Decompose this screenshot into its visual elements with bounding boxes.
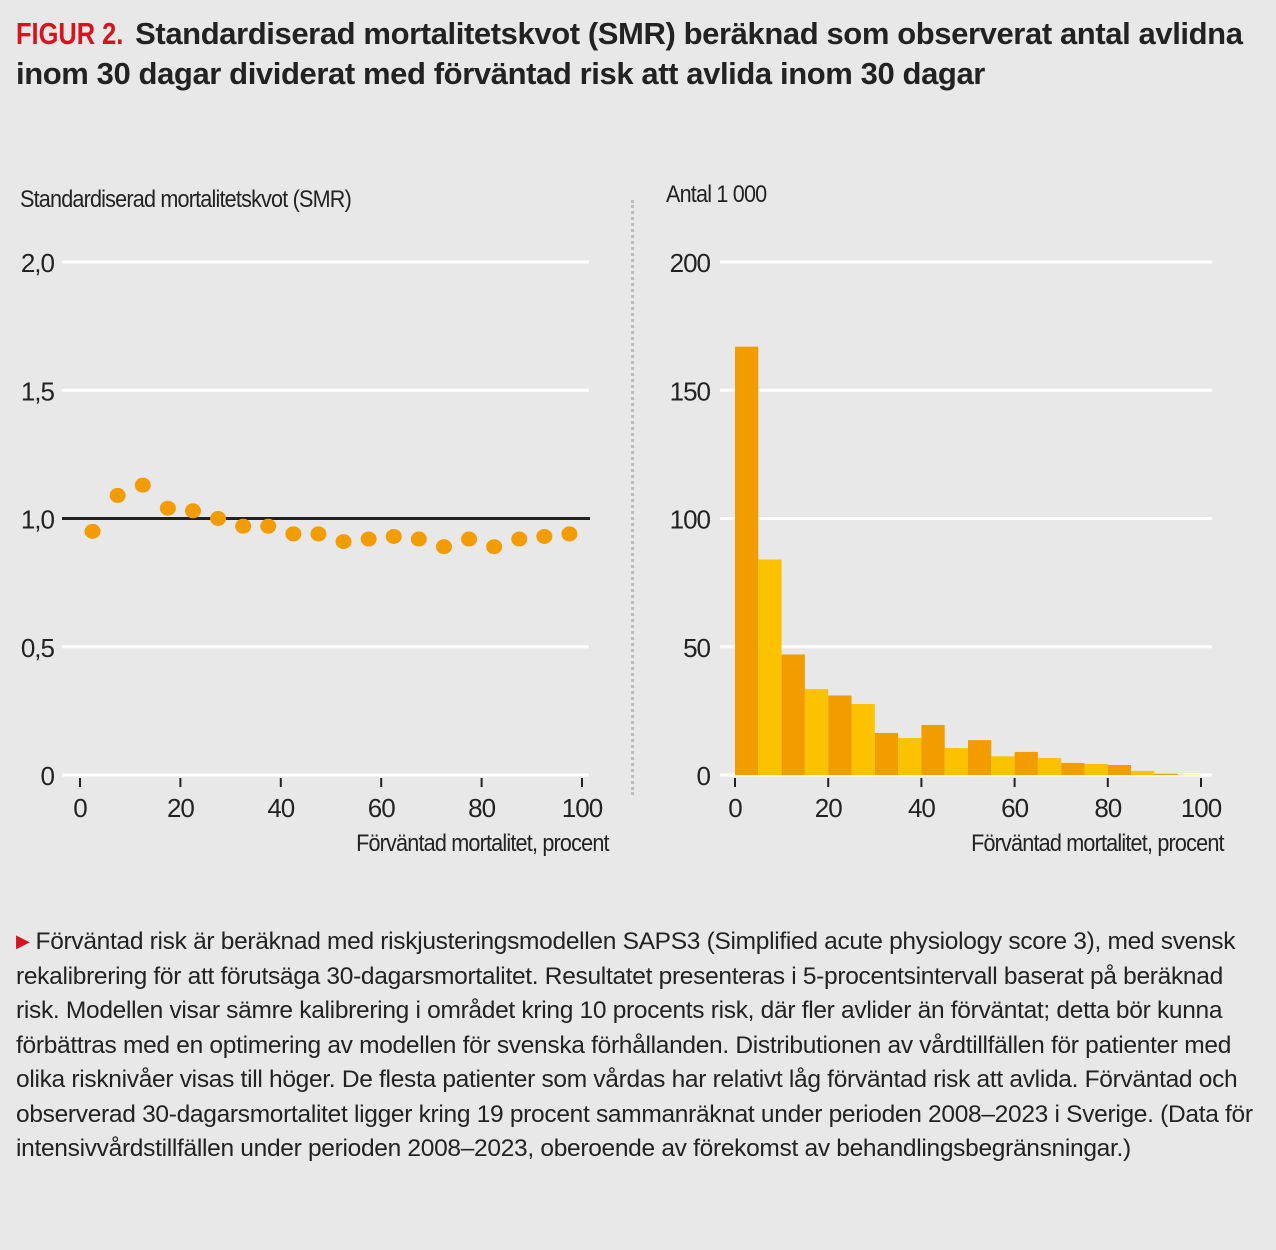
figure-caption: ▶ Förväntad risk är beräknad med riskjust… xyxy=(16,924,1266,1167)
count-xtick-label: 60 xyxy=(1001,793,1028,823)
count-bar xyxy=(781,654,805,775)
count-xtick-label: 0 xyxy=(728,793,742,823)
triangle-right-icon: ▶ xyxy=(16,931,30,951)
smr-xtick-label: 60 xyxy=(368,793,395,823)
figure-label: FIGUR 2. xyxy=(16,16,124,51)
smr-xtick-label: 20 xyxy=(167,793,194,823)
count-xtick-label: 100 xyxy=(1181,793,1222,823)
count-bar xyxy=(851,703,875,775)
chart-divider xyxy=(631,200,634,795)
smr-point xyxy=(310,526,327,542)
count-ytick-label: 50 xyxy=(683,633,710,663)
count-xtick-label: 20 xyxy=(815,793,842,823)
smr-point xyxy=(210,511,227,526)
count-bar xyxy=(874,732,899,775)
caption-text: Förväntad risk är beräknad med riskjuste… xyxy=(16,928,1253,1162)
smr-point xyxy=(235,518,252,534)
smr-xtick-label: 40 xyxy=(267,793,294,823)
count-bar xyxy=(991,756,1015,775)
smr-scatter-chart: 0 0,5 1,0 1,5 2,0 0 20 40 60 80 100 xyxy=(21,248,604,823)
count-ytick-label: 200 xyxy=(670,248,711,278)
smr-point xyxy=(410,531,427,547)
count-ytick-label: 0 xyxy=(697,761,711,791)
count-ytick-label: 100 xyxy=(670,505,711,535)
smr-point xyxy=(486,539,503,555)
smr-point xyxy=(184,503,201,519)
count-bar xyxy=(1154,773,1178,775)
count-bar xyxy=(1107,764,1132,775)
smr-point xyxy=(109,487,126,503)
count-bar xyxy=(1084,763,1108,775)
count-bar xyxy=(828,695,852,775)
smr-point xyxy=(461,531,478,547)
smr-point xyxy=(435,539,452,555)
smr-ytick-label: 1,5 xyxy=(21,376,55,406)
smr-point xyxy=(511,531,528,547)
smr-point xyxy=(335,534,352,550)
count-bar xyxy=(758,559,782,775)
left-chart-xlabel: Förväntad mortalitet, procent xyxy=(356,830,609,857)
smr-point xyxy=(134,477,151,493)
count-bar xyxy=(944,748,968,775)
smr-xtick-label: 100 xyxy=(562,793,603,823)
smr-point xyxy=(260,518,277,534)
smr-point xyxy=(84,523,101,539)
count-xtick-label: 80 xyxy=(1094,793,1121,823)
count-bar xyxy=(898,738,922,775)
smr-point xyxy=(385,528,402,544)
smr-xtick-label: 80 xyxy=(468,793,495,823)
count-histogram-chart: 0 50 100 150 200 0 20 40 60 80 100 xyxy=(670,248,1223,823)
figure-title-text: Standardiserad mortalitetskvot (SMR) ber… xyxy=(16,16,1243,91)
smr-xtick-label: 0 xyxy=(73,793,87,823)
smr-point xyxy=(285,526,302,542)
count-bar xyxy=(1014,751,1038,775)
count-bar xyxy=(1061,762,1085,775)
smr-ytick-label: 1,0 xyxy=(21,505,55,535)
count-bar xyxy=(968,740,992,775)
smr-ytick-label: 0,5 xyxy=(21,633,55,663)
count-xtick-label: 40 xyxy=(908,793,935,823)
smr-point xyxy=(360,531,377,547)
smr-point xyxy=(536,528,553,544)
figure-title: FIGUR 2. Standardiserad mortalitetskvot … xyxy=(16,14,1256,94)
smr-point xyxy=(561,526,578,542)
count-bar xyxy=(921,724,945,775)
count-bar xyxy=(1037,758,1062,775)
right-chart-ylabel: Antal 1 000 xyxy=(666,181,767,208)
count-ytick-label: 150 xyxy=(670,376,711,406)
smr-ytick-label: 0 xyxy=(41,761,55,791)
smr-point xyxy=(159,500,176,516)
smr-ytick-label: 2,0 xyxy=(21,248,55,278)
left-chart-ylabel: Standardiserad mortalitetskvot (SMR) xyxy=(20,186,352,213)
right-chart-xlabel: Förväntad mortalitet, procent xyxy=(971,830,1224,857)
count-bar xyxy=(1131,770,1155,775)
count-bar xyxy=(804,689,829,775)
count-bar xyxy=(735,346,759,775)
